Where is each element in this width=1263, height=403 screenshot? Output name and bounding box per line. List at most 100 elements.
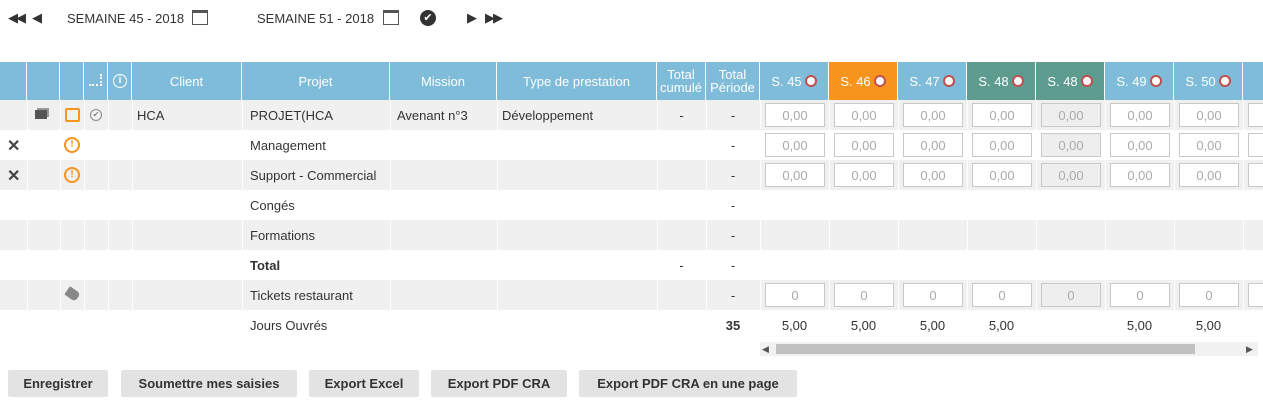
cell-mission: Avenant n°3: [397, 107, 468, 123]
prev-week-button[interactable]: ◀: [32, 10, 42, 25]
week-input[interactable]: 0: [834, 283, 894, 307]
cell-border: [108, 220, 109, 250]
week-input[interactable]: 0,00: [1179, 133, 1239, 157]
cell-border: [898, 100, 899, 130]
cell-border: [132, 160, 133, 190]
cell-border: [1105, 220, 1106, 250]
week-input[interactable]: 0: [765, 283, 825, 307]
cell-border: [967, 100, 968, 130]
week-input[interactable]: 0,00: [1179, 163, 1239, 187]
cell-border: [1243, 100, 1244, 130]
cell-border: [27, 280, 28, 310]
week-input[interactable]: 0,00: [1110, 163, 1170, 187]
week-input[interactable]: [1248, 103, 1263, 127]
next-week-button[interactable]: ▶: [467, 10, 477, 25]
week-status: [804, 75, 817, 87]
week-status: [1218, 75, 1231, 87]
week-input[interactable]: 0,00: [1041, 163, 1101, 187]
week-header[interactable]: S. 46: [829, 62, 898, 100]
week-label: S. 50: [1185, 73, 1216, 89]
cell-projet: Total: [250, 257, 281, 273]
cell-border: [108, 160, 109, 190]
week-input[interactable]: 0: [1041, 283, 1101, 307]
action-button[interactable]: Soumettre mes saisies: [121, 370, 297, 397]
scroll-left[interactable]: ◀: [762, 344, 769, 354]
cell-border: [108, 100, 109, 130]
action-button[interactable]: Export Excel: [309, 370, 419, 397]
week-input[interactable]: 0: [903, 283, 963, 307]
week-input[interactable]: 0: [972, 283, 1032, 307]
week-header[interactable]: S. 48: [1036, 62, 1105, 100]
column-header: Projet: [242, 62, 390, 100]
cell-border: [1105, 100, 1106, 130]
action-button[interactable]: Export PDF CRA: [431, 370, 567, 397]
header-cell: [0, 62, 27, 100]
week-header[interactable]: S. 49: [1105, 62, 1174, 100]
delete-button[interactable]: ✕: [7, 138, 21, 155]
week-input[interactable]: 0,00: [765, 133, 825, 157]
duplicate-icon: [35, 110, 47, 119]
week-input[interactable]: 0,00: [765, 163, 825, 187]
cell-border: [898, 280, 899, 310]
column-header: Mission: [390, 62, 497, 100]
first-week-button[interactable]: ◀◀: [8, 10, 26, 25]
cell-border: [657, 280, 658, 310]
week-header[interactable]: S. 50: [1174, 62, 1243, 100]
validate-button[interactable]: ✔: [420, 10, 436, 26]
cell-border: [760, 160, 761, 190]
week-input[interactable]: 0,00: [1110, 103, 1170, 127]
week-input[interactable]: 0,00: [903, 163, 963, 187]
week-input[interactable]: 0,00: [1041, 133, 1101, 157]
week-input[interactable]: 0,00: [834, 163, 894, 187]
week-input[interactable]: 0,00: [972, 103, 1032, 127]
week-status: [1080, 75, 1093, 87]
week-input[interactable]: 0,00: [834, 103, 894, 127]
cell-total-periode: -: [730, 167, 736, 183]
week-input[interactable]: 0,00: [834, 133, 894, 157]
table-row: [0, 220, 1263, 250]
warning-icon: !: [64, 137, 80, 153]
cell-border: [497, 160, 498, 190]
calendar-icon[interactable]: [383, 10, 399, 25]
week-label: S. 46: [840, 73, 871, 89]
cell-projet: Support - Commercial: [250, 167, 377, 183]
week-header[interactable]: S. 48: [967, 62, 1036, 100]
week-input[interactable]: 0,00: [903, 103, 963, 127]
week-header[interactable]: S. 45: [760, 62, 829, 100]
week-input[interactable]: 0,00: [903, 133, 963, 157]
cell-border: [27, 100, 28, 130]
column-header: Type de prestation: [497, 62, 657, 100]
week-input[interactable]: 0,00: [972, 133, 1032, 157]
cell-border: [1174, 160, 1175, 190]
cell-border: [657, 100, 658, 130]
week-status: [1149, 75, 1162, 87]
week-input[interactable]: 0,00: [1179, 103, 1239, 127]
cell-border: [1036, 160, 1037, 190]
cell-border: [60, 100, 61, 130]
week-input[interactable]: 0,00: [765, 103, 825, 127]
week-input[interactable]: 0,00: [972, 163, 1032, 187]
week-input[interactable]: [1248, 283, 1263, 307]
week-input[interactable]: 0: [1179, 283, 1239, 307]
cell-total-periode: -: [730, 227, 736, 243]
week-status: [942, 75, 955, 87]
action-button[interactable]: Enregistrer: [8, 370, 108, 397]
cell-total-cumule: -: [679, 107, 684, 123]
week-input[interactable]: 0,00: [1041, 103, 1101, 127]
scroll-right[interactable]: ▶: [1246, 344, 1253, 354]
week-value: 5,00: [850, 317, 877, 333]
week-input[interactable]: 0: [1110, 283, 1170, 307]
cell-border: [706, 160, 707, 190]
week-input[interactable]: 0,00: [1110, 133, 1170, 157]
last-week-button[interactable]: ▶▶: [485, 10, 503, 25]
week-input[interactable]: [1248, 133, 1263, 157]
week-header[interactable]: S. 47: [898, 62, 967, 100]
week-value: 5,00: [988, 317, 1015, 333]
delete-button[interactable]: ✕: [7, 168, 21, 185]
calendar-icon[interactable]: [192, 10, 208, 25]
cell-border: [84, 100, 85, 130]
week-input[interactable]: [1248, 163, 1263, 187]
action-button[interactable]: Export PDF CRA en une page: [579, 370, 797, 397]
cell-border: [390, 280, 391, 310]
scroll-thumb[interactable]: [776, 344, 1195, 354]
